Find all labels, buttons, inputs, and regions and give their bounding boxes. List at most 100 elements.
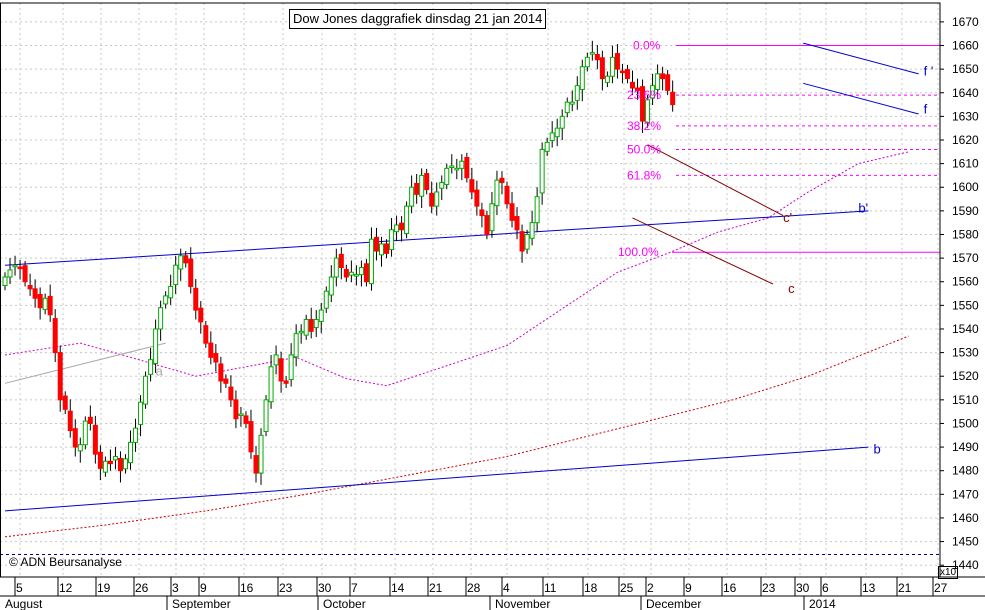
candle-up <box>168 285 174 299</box>
x-tick-label: 25 <box>620 581 634 595</box>
candle-up <box>133 427 139 443</box>
candle-up <box>333 257 339 278</box>
y-tick-label: 1630 <box>952 109 979 123</box>
y-tick-label: 1610 <box>952 157 979 171</box>
candle-down <box>72 428 78 448</box>
candle-down <box>193 287 199 311</box>
candle-down <box>399 222 405 231</box>
x-tick-label: 9 <box>685 581 692 595</box>
candle-down <box>218 363 224 382</box>
x-tick-label: 6 <box>822 581 829 595</box>
x-tick-label: 30 <box>318 581 332 595</box>
candle-down <box>117 457 123 472</box>
candle-up <box>288 354 294 381</box>
candle-up <box>444 167 450 185</box>
candle-down <box>469 179 475 193</box>
candle-down <box>37 293 43 309</box>
y-tick-label: 1660 <box>952 39 979 53</box>
candle-up <box>263 399 269 432</box>
candle-down <box>464 156 470 179</box>
candle-up <box>544 141 550 152</box>
trendline <box>4 446 869 512</box>
candle-up <box>389 229 395 251</box>
copyright-text: © ADN Beursanalyse <box>9 555 122 569</box>
candle-up <box>579 66 585 90</box>
candle-down <box>87 416 93 424</box>
x-tick-label: 27 <box>934 581 948 595</box>
candle-up <box>112 456 118 461</box>
candle-up <box>273 354 279 366</box>
y-tick-label: 1670 <box>952 15 979 29</box>
candle-up <box>604 75 610 83</box>
candle-down <box>27 285 33 290</box>
candle-up <box>549 132 555 141</box>
candle-down <box>665 74 671 91</box>
y-tick-label: 1480 <box>952 464 979 478</box>
fib-label: 0.0% <box>633 39 661 53</box>
candle-up <box>82 420 88 446</box>
candle-down <box>484 215 490 235</box>
y-tick-label: 1510 <box>952 393 979 407</box>
candle-down <box>208 342 214 358</box>
candle-up <box>559 115 565 129</box>
candle-up <box>650 85 656 99</box>
month-label: December <box>646 597 701 610</box>
candle-up <box>7 269 13 278</box>
candle-down <box>519 231 525 252</box>
x-tick-label: 5 <box>16 581 23 595</box>
candle-down <box>343 268 349 278</box>
month-label: 2014 <box>809 597 836 610</box>
candle-up <box>569 101 575 105</box>
candle-up <box>148 359 154 375</box>
candle-up <box>404 205 410 235</box>
month-label: November <box>495 597 550 610</box>
trendline <box>4 342 166 384</box>
candle-up <box>419 174 425 197</box>
candle-up <box>524 233 530 250</box>
candle-up <box>584 56 590 68</box>
candle-down <box>363 263 369 283</box>
y-tick-label: 1530 <box>952 346 979 360</box>
candle-down <box>278 358 284 382</box>
y-tick-label: 1470 <box>952 487 979 501</box>
candle-up <box>358 267 364 276</box>
candle-down <box>22 265 28 283</box>
y-tick-label: 1440 <box>952 558 979 572</box>
x-tick-label: 12 <box>59 581 73 595</box>
candle-up <box>313 319 319 329</box>
x-tick-label: 11 <box>544 581 557 595</box>
candle-down <box>624 69 630 80</box>
candle-up <box>589 52 595 55</box>
trendline-label: a <box>156 363 164 378</box>
candle-up <box>564 101 570 114</box>
y-tick-label: 1640 <box>952 86 979 100</box>
fib-label: 100.0% <box>618 245 659 259</box>
candles <box>2 40 676 485</box>
candle-up <box>42 297 48 311</box>
x-tick-label: 19 <box>97 581 111 595</box>
x-tick-label: 21 <box>898 581 912 595</box>
candle-up <box>449 165 455 168</box>
x-tick-label: 9 <box>200 581 207 595</box>
candle-up <box>459 160 465 169</box>
candle-up <box>77 444 83 452</box>
y-multiplier: x10 <box>938 566 959 579</box>
y-tick-label: 1490 <box>952 440 979 454</box>
x-tick-label: 13 <box>862 581 876 595</box>
candle-down <box>373 236 379 252</box>
candle-up <box>178 255 184 270</box>
candle-down <box>640 86 646 122</box>
trendline-label: c <box>788 281 795 296</box>
candle-down <box>198 307 204 323</box>
plot-frame <box>0 2 941 578</box>
trendline-label: f <box>924 101 928 116</box>
candle-down <box>504 185 510 205</box>
y-tick-label: 1500 <box>952 416 979 430</box>
trendline-label: c' <box>783 210 792 225</box>
candle-down <box>499 177 505 184</box>
candle-up <box>328 276 334 296</box>
candle-up <box>489 203 495 232</box>
candle-down <box>62 395 68 410</box>
candle-up <box>318 309 324 322</box>
